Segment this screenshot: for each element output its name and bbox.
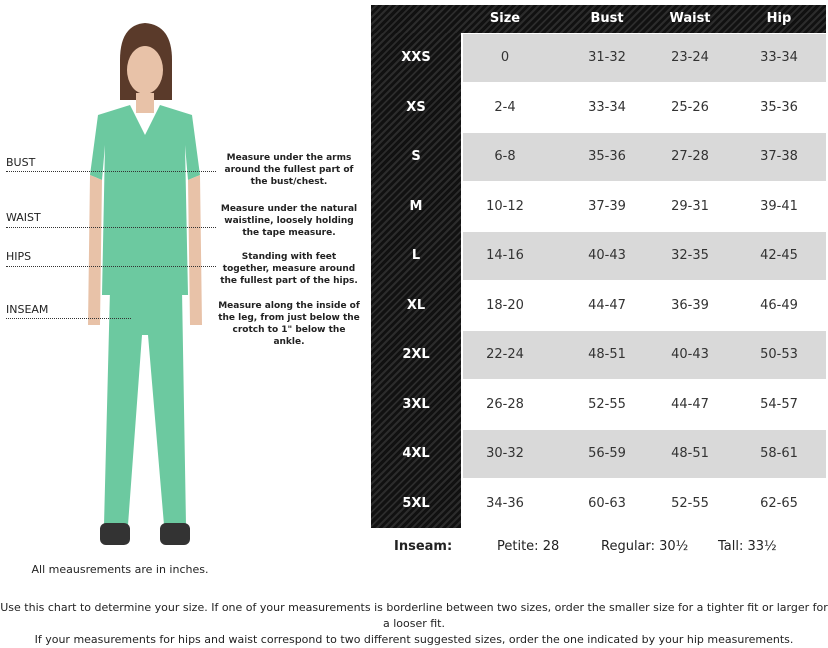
cell-bust: 40-43	[588, 248, 626, 263]
size-label: S	[411, 149, 421, 164]
cell-bust: 48-51	[588, 347, 626, 362]
cell-waist: 29-31	[671, 198, 709, 214]
sizing-note-line-1: Use this chart to determine your size. I…	[0, 601, 828, 630]
table-row: S 6-8 35-36 27-28 37-38	[371, 132, 826, 182]
size-label: L	[411, 248, 421, 263]
cell-hip: 37-38	[760, 149, 798, 164]
cell-size: 18-20	[486, 297, 524, 313]
cell-hip: 58-61	[760, 446, 798, 461]
cell-size: 34-36	[486, 495, 524, 511]
bust-dotted-line	[6, 171, 216, 172]
cell-size: 6-8	[494, 149, 516, 164]
inseam-tall: Tall: 33½	[718, 539, 777, 554]
inseam-petite: Petite: 28	[497, 539, 560, 554]
inseam-row-label: Inseam:	[394, 539, 453, 554]
size-label: 3XL	[402, 396, 430, 412]
cell-waist: 44-47	[671, 396, 709, 412]
cell-hip: 62-65	[760, 495, 798, 511]
size-label: M	[409, 198, 423, 214]
cell-size: 10-12	[486, 198, 524, 214]
table-row: XXS 0 31-32 23-24 33-34	[371, 33, 826, 83]
sizing-note-line-2: If your measurements for hips and waist …	[34, 633, 794, 646]
row-background	[463, 479, 826, 527]
row-background	[463, 331, 826, 379]
cell-size: 26-28	[486, 396, 524, 412]
table-row: 2XL 22-24 48-51 40-43 50-53	[371, 330, 826, 380]
waist-description: Measure under the natural waistline, loo…	[220, 204, 358, 238]
size-label: XL	[406, 297, 426, 313]
table-row: XS 2-4 33-34 25-26 35-36	[371, 83, 826, 133]
model-figure-image	[88, 23, 202, 545]
size-label: XXS	[401, 50, 431, 65]
header-bust: Bust	[590, 11, 624, 26]
header-size: Size	[489, 11, 521, 26]
cell-hip: 54-57	[760, 396, 798, 412]
cell-size: 22-24	[486, 347, 524, 362]
cell-hip: 46-49	[760, 297, 798, 313]
cell-size: 2-4	[494, 99, 516, 115]
cell-bust: 35-36	[588, 149, 626, 164]
table-header: Size Bust Waist Hip	[371, 5, 826, 33]
cell-waist: 23-24	[671, 50, 709, 65]
row-background	[463, 430, 826, 478]
inseam-regular: Regular: 30½	[601, 539, 689, 554]
bust-label: BUST	[6, 156, 36, 169]
size-label: 4XL	[402, 446, 430, 461]
row-background	[463, 182, 826, 230]
cell-hip: 39-41	[760, 198, 798, 214]
row-background	[463, 133, 826, 181]
inseam-label: INSEAM	[6, 303, 49, 316]
cell-waist: 40-43	[671, 347, 709, 362]
table-row: XL 18-20 44-47 36-39 46-49	[371, 281, 826, 331]
cell-hip: 35-36	[760, 99, 798, 115]
hips-label: HIPS	[6, 250, 32, 263]
cell-waist: 52-55	[671, 495, 709, 511]
bust-description: Measure under the arms around the fulles…	[224, 153, 354, 187]
table-row: 4XL 30-32 56-59 48-51 58-61	[371, 429, 826, 479]
hips-description: Standing with feet together, measure aro…	[220, 252, 358, 286]
cell-bust: 44-47	[588, 297, 626, 313]
row-background	[463, 34, 826, 82]
cell-size: 30-32	[486, 446, 524, 461]
hips-dotted-line	[6, 266, 216, 267]
size-label: 5XL	[402, 495, 430, 511]
table-row: 3XL 26-28 52-55 44-47 54-57	[371, 380, 826, 430]
cell-bust: 37-39	[588, 198, 626, 214]
row-background	[463, 380, 826, 428]
waist-label: WAIST	[6, 211, 41, 224]
cell-hip: 50-53	[760, 347, 798, 362]
size-label: XS	[406, 99, 426, 115]
cell-bust: 56-59	[588, 446, 626, 461]
cell-size: 14-16	[486, 248, 524, 263]
cell-waist: 25-26	[671, 99, 709, 115]
cell-bust: 60-63	[588, 495, 626, 511]
cell-size: 0	[500, 50, 510, 65]
cell-waist: 32-35	[671, 248, 709, 263]
row-background	[463, 83, 826, 131]
cell-hip: 33-34	[760, 50, 798, 65]
cell-waist: 36-39	[671, 297, 709, 313]
header-hip: Hip	[766, 11, 792, 26]
cell-waist: 27-28	[671, 149, 709, 164]
cell-bust: 33-34	[588, 99, 626, 115]
inseam-dotted-line	[6, 318, 131, 319]
size-label: 2XL	[402, 347, 430, 362]
size-label-column	[371, 33, 461, 528]
cell-hip: 42-45	[760, 248, 798, 263]
sizing-note: Use this chart to determine your size. I…	[0, 600, 828, 648]
header-waist: Waist	[669, 11, 711, 26]
inseam-description: Measure along the inside of the leg, fro…	[218, 301, 360, 347]
waist-dotted-line	[6, 227, 216, 228]
cell-bust: 52-55	[588, 396, 626, 412]
table-row: 5XL 34-36 60-63 52-55 62-65	[371, 479, 826, 529]
cell-bust: 31-32	[588, 50, 626, 65]
cell-waist: 48-51	[671, 446, 709, 461]
row-background	[463, 232, 826, 280]
measurement-units-caption: All meausrements are in inches.	[31, 563, 209, 576]
table-row: L 14-16 40-43 32-35 42-45	[371, 231, 826, 281]
row-background	[463, 281, 826, 329]
table-row: M 10-12 37-39 29-31 39-41	[371, 182, 826, 232]
